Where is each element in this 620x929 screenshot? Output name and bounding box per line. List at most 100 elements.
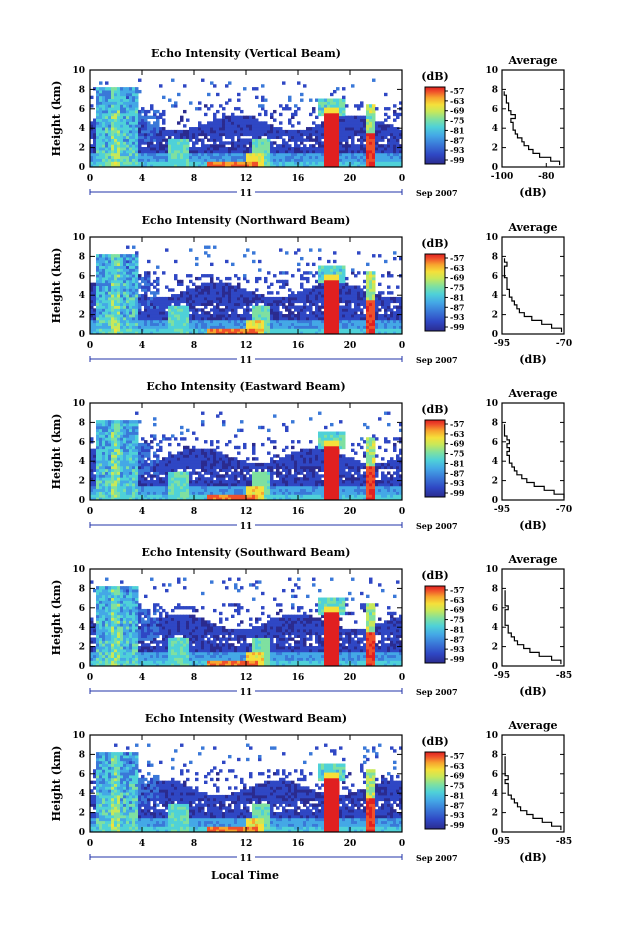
- heatmap-cell: [354, 299, 358, 304]
- heatmap-cell: [129, 118, 133, 122]
- heatmap-cell: [357, 288, 361, 292]
- heatmap-cell: [261, 104, 265, 108]
- heatmap-cell: [288, 308, 292, 312]
- heatmap-cell: [159, 465, 163, 470]
- heatmap-cell: [237, 124, 241, 128]
- heatmap-cell: [126, 468, 130, 472]
- heatmap-cell: [258, 325, 262, 329]
- heatmap-cell: [330, 328, 334, 332]
- heatmap-cell: [285, 279, 289, 284]
- heatmap-cell: [99, 109, 103, 114]
- heatmap-cell: [144, 161, 148, 165]
- heatmap-cell: [144, 132, 148, 137]
- heatmap-cell: [126, 299, 130, 304]
- heatmap-cell: [123, 488, 127, 492]
- heatmap-cell: [102, 92, 106, 97]
- heatmap-cell: [120, 460, 124, 464]
- heatmap-cell: [120, 118, 124, 122]
- heatmap-cell: [156, 144, 160, 148]
- heatmap-cell: [315, 147, 319, 151]
- heatmap-cell: [258, 314, 262, 318]
- heatmap-cell: [300, 141, 304, 145]
- heatmap-cell: [372, 322, 376, 326]
- heatmap-cell: [102, 302, 106, 306]
- heatmap-cell: [318, 248, 322, 252]
- heatmap-cell: [153, 112, 157, 117]
- heatmap-cell: [255, 164, 259, 168]
- heatmap-cell: [249, 118, 253, 122]
- heatmap-cell: [138, 115, 142, 119]
- heatmap-cell: [183, 84, 187, 88]
- heatmap-cell: [153, 109, 157, 114]
- heatmap-cell: [270, 282, 274, 286]
- heatmap-cell: [123, 471, 127, 475]
- heatmap-cell: [351, 319, 355, 324]
- heatmap-cell: [315, 322, 319, 326]
- heatmap-cell: [102, 95, 106, 100]
- heatmap-cell: [339, 265, 343, 269]
- heatmap-cell: [99, 132, 103, 137]
- heatmap-cell: [183, 465, 187, 470]
- heatmap-cell: [180, 158, 184, 162]
- heatmap-cell: [282, 129, 286, 134]
- heatmap-cell: [141, 135, 145, 139]
- heatmap-cell: [153, 147, 157, 151]
- heatmap-cell: [117, 437, 121, 441]
- heatmap-cell: [255, 325, 259, 329]
- heatmap-cell: [174, 158, 178, 162]
- heatmap-cell: [240, 129, 244, 134]
- heatmap-cell: [177, 471, 181, 475]
- heatmap-cell: [111, 92, 115, 97]
- heatmap-cell: [114, 262, 118, 267]
- heatmap-cell: [198, 460, 202, 464]
- heatmap-cell: [387, 271, 391, 275]
- heatmap-cell: [105, 422, 109, 427]
- heatmap-cell: [156, 462, 160, 467]
- heatmap-cell: [318, 268, 322, 272]
- heatmap-cell: [342, 282, 346, 286]
- heatmap-cell: [321, 322, 325, 326]
- heatmap-cell: [135, 477, 139, 481]
- heatmap-cell: [369, 118, 373, 122]
- heatmap-cell: [345, 299, 349, 304]
- heatmap-cell: [336, 127, 340, 131]
- heatmap-cell: [324, 305, 328, 309]
- heatmap-cell: [345, 161, 349, 165]
- heatmap-cell: [102, 445, 106, 450]
- heatmap-cell: [378, 325, 382, 329]
- heatmap-cell: [207, 494, 211, 498]
- heatmap-cell: [114, 87, 118, 91]
- heatmap-cell: [132, 276, 136, 281]
- heatmap-cell: [309, 152, 313, 157]
- heatmap-cell: [318, 265, 322, 269]
- heatmap-cell: [390, 164, 394, 168]
- heatmap-cell: [123, 109, 127, 114]
- heatmap-cell: [363, 322, 367, 326]
- heatmap-cell: [246, 294, 250, 298]
- heatmap-cell: [111, 305, 115, 309]
- heatmap-cell: [321, 311, 325, 315]
- heatmap-cell: [216, 285, 220, 289]
- heatmap-cell: [120, 149, 124, 154]
- heatmap-cell: [228, 132, 232, 137]
- heatmap-cell: [300, 149, 304, 154]
- heatmap-cell: [279, 314, 283, 318]
- heatmap-cell: [117, 135, 121, 139]
- heatmap-cell: [366, 325, 370, 329]
- heatmap-cell: [363, 124, 367, 128]
- heatmap-cell: [195, 135, 199, 139]
- heatmap-cell: [123, 328, 127, 332]
- heatmap-cell: [366, 155, 370, 159]
- heatmap-cell: [105, 81, 109, 85]
- heatmap-cell: [129, 115, 133, 119]
- heatmap-cell: [99, 462, 103, 467]
- heatmap-cell: [204, 245, 208, 249]
- heatmap-cell: [126, 104, 130, 108]
- heatmap-cell: [336, 164, 340, 168]
- heatmap-cell: [321, 328, 325, 332]
- heatmap-cell: [114, 129, 118, 134]
- heatmap-cell: [315, 314, 319, 318]
- heatmap-cell: [327, 152, 331, 157]
- heatmap-cell: [99, 302, 103, 306]
- heatmap-cell: [270, 325, 274, 329]
